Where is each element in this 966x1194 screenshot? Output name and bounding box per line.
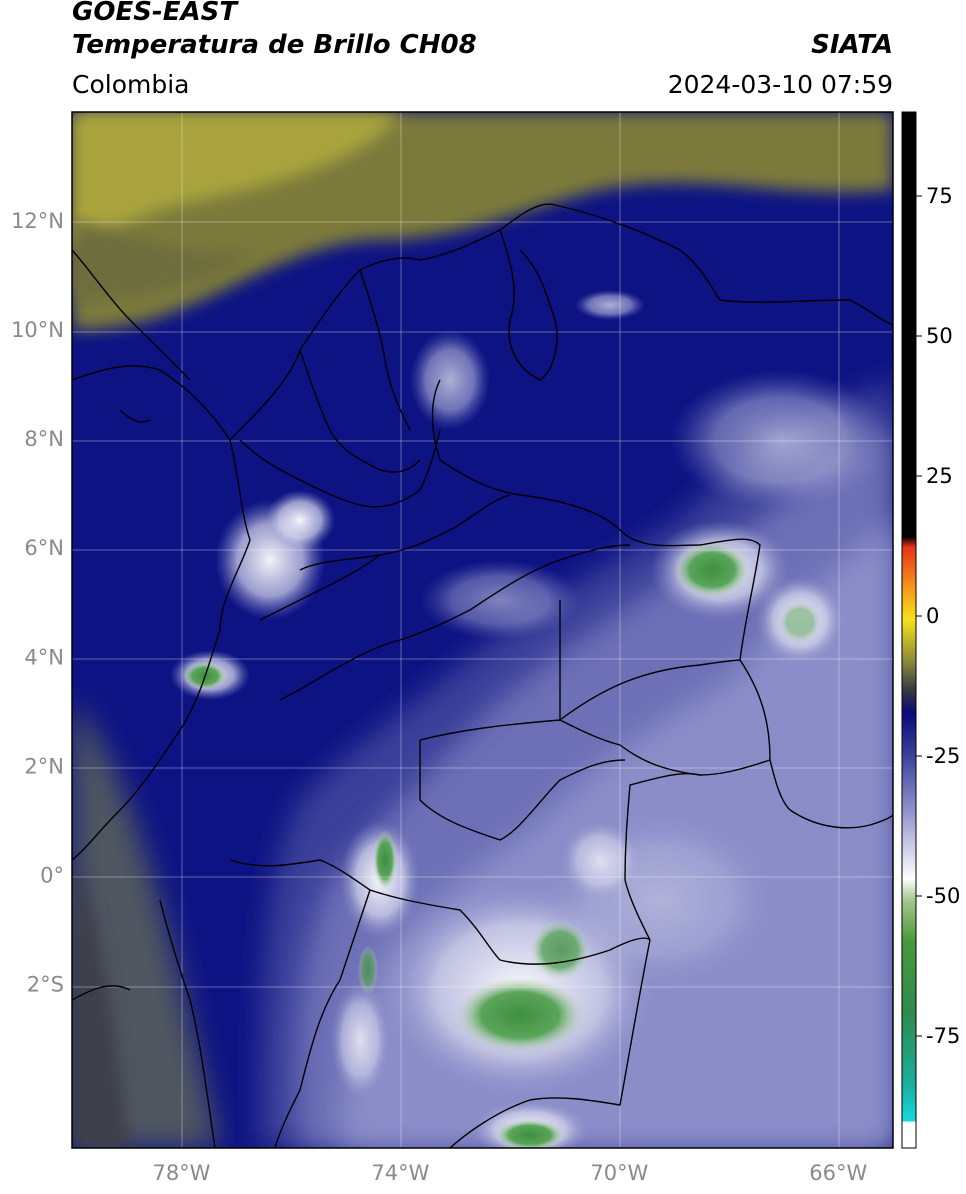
colorbar-ticks: 75 50 25 0 -25 -50 -75 <box>916 184 960 1048</box>
country-borders <box>72 203 893 1148</box>
brand-label: SIATA <box>811 30 893 60</box>
colorbar-tick-label: -75 <box>926 1024 960 1048</box>
colorbar-tick-label: 0 <box>926 604 939 628</box>
lat-tick-label: 0° <box>40 863 64 887</box>
latitude-labels: 12°N 10°N 8°N 6°N 4°N 2°N 0° 2°S <box>11 209 64 996</box>
longitude-labels: 78°W 74°W 70°W 66°W <box>152 1161 867 1185</box>
satellite-title: GOES-EAST <box>72 0 238 27</box>
lat-tick-label: 2°N <box>24 754 64 778</box>
lat-tick-label: 12°N <box>11 209 64 233</box>
map-frame <box>71 111 894 1149</box>
satellite-image <box>72 112 893 1148</box>
colorbar-tick-label: -50 <box>926 884 960 908</box>
lon-tick-label: 66°W <box>809 1161 867 1185</box>
lon-tick-label: 74°W <box>371 1161 429 1185</box>
lat-tick-label: 10°N <box>11 318 64 342</box>
lat-tick-label: 4°N <box>24 645 64 669</box>
colorbar-tick-label: 25 <box>926 464 953 488</box>
region-label: Colombia <box>72 70 190 99</box>
lat-tick-label: 2°S <box>27 972 64 996</box>
colorbar-tick-label: 75 <box>926 184 953 208</box>
colorbar <box>901 111 917 1149</box>
lon-tick-label: 70°W <box>590 1161 648 1185</box>
product-title: Temperatura de Brillo CH08 <box>72 30 477 60</box>
lat-tick-label: 8°N <box>24 427 64 451</box>
colorbar-tick-label: -25 <box>926 744 960 768</box>
colorbar-tick-label: 50 <box>926 324 953 348</box>
datetime-label: 2024-03-10 07:59 <box>667 70 893 99</box>
lat-tick-label: 6°N <box>24 536 64 560</box>
lon-tick-label: 78°W <box>152 1161 210 1185</box>
